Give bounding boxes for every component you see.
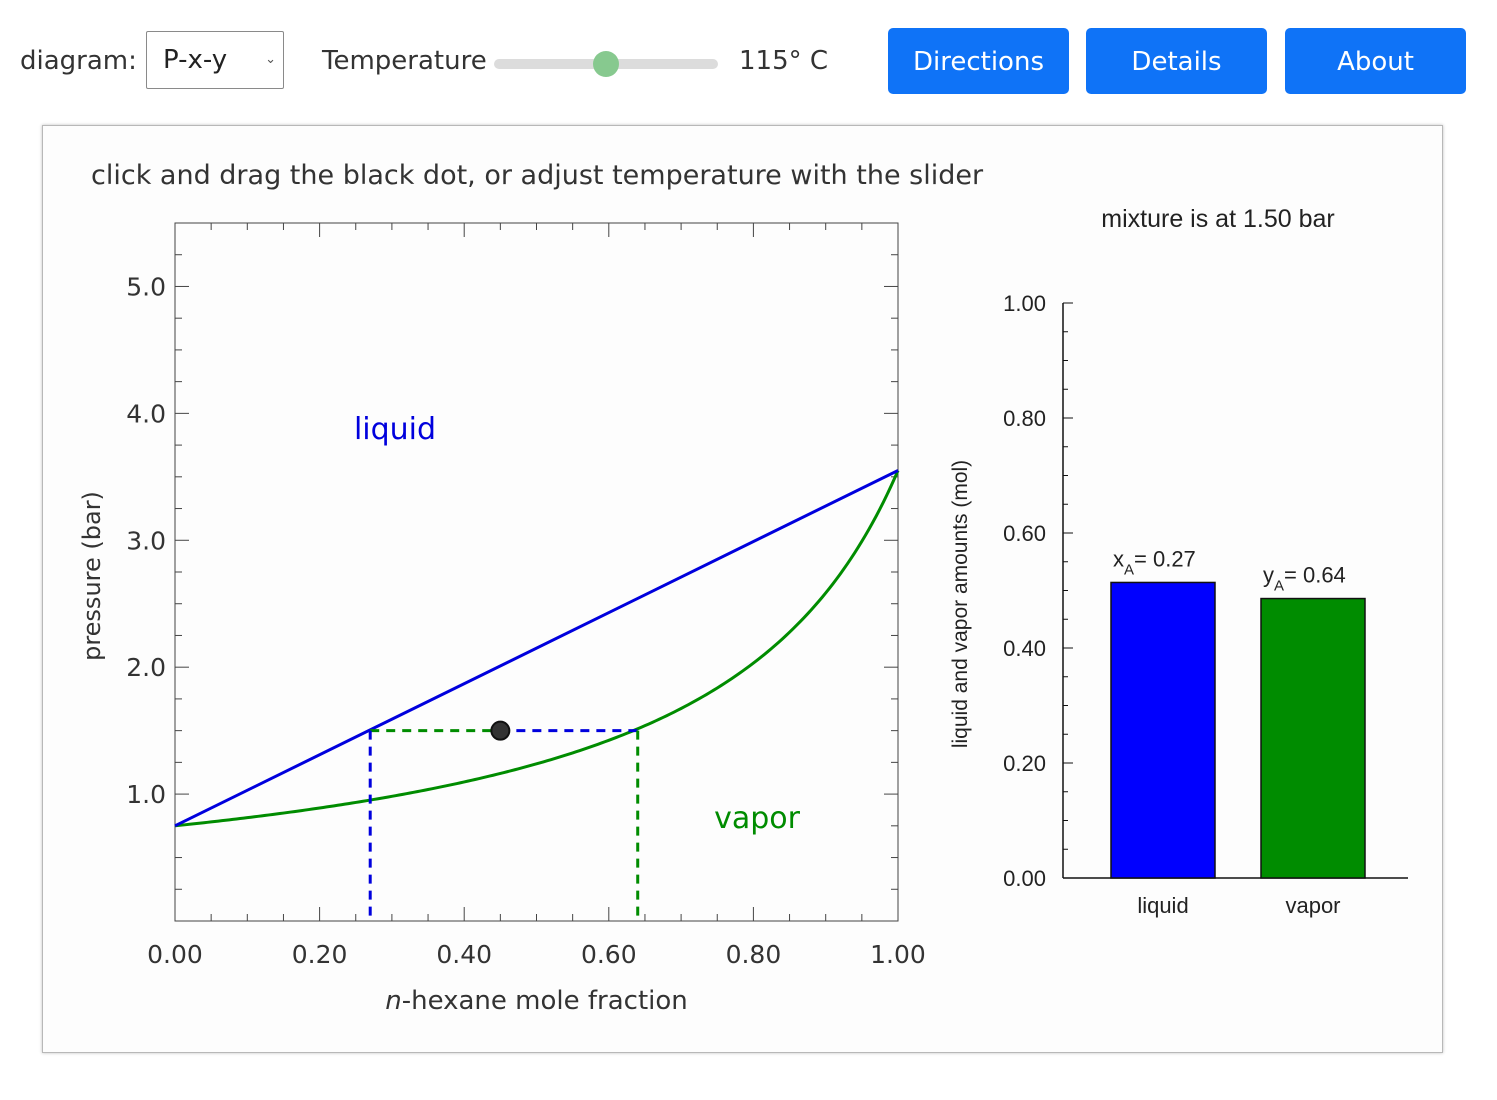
temperature-value: 115° C — [739, 46, 829, 76]
bar-value-number: = 0.27 — [1134, 546, 1196, 571]
pxy-y-tick-label: 4.0 — [126, 399, 166, 428]
liquid-region-label: liquid — [354, 412, 436, 447]
directions-button[interactable]: Directions — [888, 28, 1069, 94]
details-button[interactable]: Details — [1086, 28, 1267, 94]
bar-liquid — [1110, 581, 1216, 879]
state-point-dot[interactable] — [490, 720, 511, 741]
bar-y-tick-label: 0.00 — [1003, 866, 1046, 891]
bar-value-label-vapor: yA= 0.64 — [1263, 563, 1346, 595]
pxy-x-tick-label: 1.00 — [870, 940, 926, 969]
pxy-x-tick-label: 0.60 — [581, 940, 637, 969]
bar-value-label-liquid: xA= 0.27 — [1113, 546, 1196, 578]
dew-curve — [174, 469, 900, 828]
bar-y-tick-label: 0.80 — [1003, 406, 1046, 431]
bar-category-label-liquid: liquid — [1137, 893, 1188, 918]
pxy-x-tick-label: 0.40 — [436, 940, 492, 969]
bar-value-subscript: A — [1124, 561, 1134, 578]
pxy-y-tick-label: 3.0 — [126, 526, 166, 555]
diagram-select[interactable]: P-x-y ⌄ — [146, 31, 284, 89]
pxy-x-axis-label-rest: -hexane mole fraction — [402, 986, 688, 1016]
bar-marks — [1110, 581, 1366, 879]
bar-value-subscript: A — [1274, 578, 1284, 595]
diagram-label: diagram: — [20, 46, 137, 76]
bar-y-tick-label: 0.20 — [1003, 751, 1046, 776]
bar-value-number: = 0.64 — [1284, 563, 1346, 588]
pxy-y-tick-label: 1.0 — [126, 780, 166, 809]
bar-chart-title: mixture is at 1.50 bar — [1101, 205, 1334, 233]
toolbar: diagram: P-x-y ⌄ Temperature 115° C Dire… — [0, 0, 1497, 110]
about-button[interactable]: About — [1285, 28, 1466, 94]
diagram-select-value: P-x-y — [163, 45, 228, 75]
bar-y-tick-labels: 0.00 0.20 0.40 0.60 0.80 1.00 — [1003, 291, 1046, 891]
pxy-y-tick-label: 5.0 — [126, 272, 166, 301]
pxy-x-tick-label: 0.80 — [726, 940, 782, 969]
bar-value-symbol: y — [1263, 563, 1274, 588]
bar-category-labels: liquid vapor — [1137, 893, 1340, 918]
instruction-text: click and drag the black dot, or adjust … — [91, 160, 984, 191]
bar-vapor — [1260, 597, 1366, 879]
bar-category-label-vapor: vapor — [1285, 893, 1340, 918]
pxy-ticks — [174, 223, 899, 921]
simulation-panel: click and drag the black dot, or adjust … — [42, 125, 1443, 1053]
bar-y-tick-label: 1.00 — [1003, 291, 1046, 316]
pxy-chart: 0.00 0.20 0.40 0.60 0.80 1.00 1.0 2.0 3.0 4.0 5.0… — [78, 222, 926, 1016]
pxy-x-axis-label: n-hexane mole fraction — [385, 986, 688, 1016]
chevron-down-icon: ⌄ — [265, 52, 276, 67]
temperature-slider[interactable] — [494, 46, 718, 82]
pxy-x-axis-label-italic: n — [385, 986, 401, 1016]
amounts-bar-chart: mixture is at 1.50 bar 0.000.200.400.600… — [949, 205, 1408, 918]
vapor-region-label: vapor — [714, 801, 801, 836]
bar-y-axis-label: liquid and vapor amounts (mol) — [949, 460, 972, 748]
pxy-x-tick-label: 0.00 — [147, 940, 203, 969]
charts-canvas: click and drag the black dot, or adjust … — [78, 160, 1408, 1016]
pxy-y-axis-label: pressure (bar) — [78, 491, 106, 661]
pxy-x-tick-label: 0.20 — [292, 940, 348, 969]
bubble-curve — [174, 469, 899, 828]
bar-y-tick-label: 0.40 — [1003, 636, 1046, 661]
temperature-label: Temperature — [322, 46, 487, 76]
pxy-y-tick-labels: 1.0 2.0 3.0 4.0 5.0 — [126, 272, 166, 809]
temperature-slider-thumb[interactable] — [593, 51, 619, 77]
bar-value-symbol: x — [1113, 546, 1124, 571]
pxy-y-tick-label: 2.0 — [126, 653, 166, 682]
pxy-x-tick-labels: 0.00 0.20 0.40 0.60 0.80 1.00 — [147, 940, 926, 969]
bar-y-tick-label: 0.60 — [1003, 521, 1046, 546]
